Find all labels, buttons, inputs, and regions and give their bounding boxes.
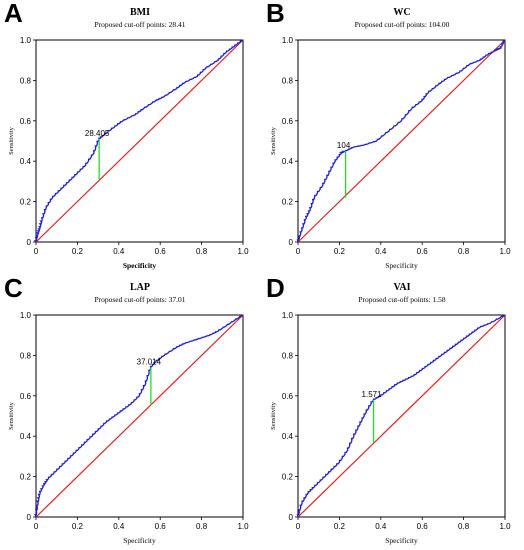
y-tick-label: 0.4 bbox=[20, 432, 32, 441]
panel-letter: D bbox=[266, 275, 285, 303]
y-tick-label: 0.6 bbox=[20, 117, 32, 126]
y-axis-label: Sensitivity bbox=[8, 401, 15, 430]
x-tick-label: 0 bbox=[296, 522, 301, 531]
chart-subtitle: Proposed cut-off points: 37.01 bbox=[94, 295, 185, 304]
y-axis-label: Sensitivity bbox=[270, 126, 277, 155]
y-tick-label: 1.0 bbox=[282, 36, 294, 45]
x-tick-label: 1.0 bbox=[499, 247, 511, 256]
y-tick-label: 0.8 bbox=[20, 76, 32, 85]
y-tick-label: 0 bbox=[289, 513, 294, 522]
y-tick-label: 0.8 bbox=[282, 76, 294, 85]
reference-diagonal-line bbox=[35, 39, 244, 243]
y-tick-label: 0.2 bbox=[282, 473, 294, 482]
x-tick-label: 0.4 bbox=[375, 522, 387, 531]
plot-frame bbox=[297, 39, 506, 243]
x-axis-label: Specificity bbox=[385, 261, 418, 270]
y-tick-label: 0.6 bbox=[282, 392, 294, 401]
reference-diagonal-line bbox=[297, 39, 506, 243]
y-tick-label: 0.4 bbox=[282, 432, 294, 441]
x-tick-label: 0.2 bbox=[334, 247, 346, 256]
cutoff-label: 104 bbox=[337, 141, 351, 150]
y-tick-label: 0.2 bbox=[20, 198, 32, 207]
y-tick-label: 0.4 bbox=[20, 157, 32, 166]
chart-title: VAI bbox=[393, 282, 410, 293]
x-tick-label: 0.6 bbox=[417, 522, 429, 531]
y-tick-label: 0 bbox=[27, 238, 32, 247]
reference-diagonal-line bbox=[297, 314, 506, 518]
x-tick-label: 0.8 bbox=[196, 522, 208, 531]
y-tick-label: 0.2 bbox=[282, 198, 294, 207]
y-tick-label: 0.6 bbox=[20, 392, 32, 401]
x-tick-label: 1.0 bbox=[499, 522, 511, 531]
x-tick-label: 0.4 bbox=[113, 522, 125, 531]
chart-subtitle: Proposed cut-off points: 104.00 bbox=[355, 20, 450, 29]
roc-curve bbox=[33, 39, 244, 243]
roc-curve bbox=[296, 314, 506, 518]
roc-curve bbox=[34, 314, 244, 518]
roc-chart-bmi: A BMI Proposed cut-off points: 28.41 0 0.2 0.… bbox=[4, 0, 249, 270]
roc-chart-wc: B WC Proposed cut-off points: 104.00 0 0.2 0.… bbox=[266, 0, 511, 270]
x-tick-label: 0.8 bbox=[196, 247, 208, 256]
x-tick-label: 0.2 bbox=[72, 522, 84, 531]
y-tick-label: 0.8 bbox=[282, 351, 294, 360]
x-tick-label: 0.2 bbox=[72, 247, 84, 256]
x-tick-label: 0.8 bbox=[458, 247, 470, 256]
y-tick-label: 0 bbox=[27, 513, 32, 522]
panel-letter: C bbox=[4, 275, 23, 303]
roc-curve bbox=[296, 39, 506, 243]
cutoff-label: 37.014 bbox=[137, 358, 162, 367]
roc-chart-lap: C LAP Proposed cut-off points: 37.01 0 0.2 0.… bbox=[4, 275, 249, 545]
panel-letter: A bbox=[4, 0, 23, 28]
y-tick-label: 1.0 bbox=[282, 311, 294, 320]
y-axis-label: Sensitivity bbox=[270, 401, 277, 430]
cutoff-label: 28.405 bbox=[85, 129, 110, 138]
chart-subtitle: Proposed cut-off points: 28.41 bbox=[94, 20, 185, 29]
y-tick-label: 0 bbox=[289, 238, 294, 247]
x-axis-label: Specificity bbox=[123, 261, 157, 270]
reference-diagonal-line bbox=[35, 314, 244, 518]
x-tick-label: 0.2 bbox=[334, 522, 346, 531]
cutoff-label: 1.571 bbox=[362, 390, 383, 399]
chart-subtitle: Proposed cut-off points: 1.58 bbox=[358, 295, 446, 304]
x-tick-label: 0.8 bbox=[458, 522, 470, 531]
roc-panel-bmi: A BMI Proposed cut-off points: 28.41 0 0.2 0.… bbox=[0, 0, 262, 275]
y-tick-label: 0.2 bbox=[20, 473, 32, 482]
x-tick-label: 0.4 bbox=[375, 247, 387, 256]
x-axis-label: Specificity bbox=[123, 536, 156, 545]
y-tick-label: 0.6 bbox=[282, 117, 294, 126]
chart-title: LAP bbox=[130, 282, 150, 293]
x-tick-label: 0.6 bbox=[155, 522, 167, 531]
y-axis-label: Sensitivity bbox=[8, 126, 15, 155]
x-tick-label: 0 bbox=[34, 522, 39, 531]
y-tick-label: 0.8 bbox=[20, 351, 32, 360]
roc-panel-wc: B WC Proposed cut-off points: 104.00 0 0.2 0.… bbox=[262, 0, 524, 275]
x-tick-label: 0.6 bbox=[417, 247, 429, 256]
panel-letter: B bbox=[266, 0, 285, 28]
roc-chart-vai: D VAI Proposed cut-off points: 1.58 0 0.2 0.4… bbox=[266, 275, 511, 545]
x-tick-label: 0 bbox=[34, 247, 39, 256]
y-tick-label: 1.0 bbox=[20, 36, 32, 45]
x-tick-label: 0.4 bbox=[113, 247, 125, 256]
chart-title: WC bbox=[393, 7, 410, 18]
roc-panel-lap: C LAP Proposed cut-off points: 37.01 0 0.2 0.… bbox=[0, 275, 262, 550]
plot-frame bbox=[297, 314, 506, 518]
x-tick-label: 1.0 bbox=[237, 522, 249, 531]
y-tick-label: 1.0 bbox=[20, 311, 32, 320]
plot-frame bbox=[35, 314, 244, 518]
roc-panel-vai: D VAI Proposed cut-off points: 1.58 0 0.2 0.4… bbox=[262, 275, 524, 550]
x-tick-label: 1.0 bbox=[237, 247, 249, 256]
x-tick-label: 0.6 bbox=[155, 247, 167, 256]
x-tick-label: 0 bbox=[296, 247, 301, 256]
x-axis-label: Specificity bbox=[385, 536, 418, 545]
y-tick-label: 0.4 bbox=[282, 157, 294, 166]
chart-title: BMI bbox=[130, 7, 150, 18]
plot-frame bbox=[35, 39, 244, 243]
